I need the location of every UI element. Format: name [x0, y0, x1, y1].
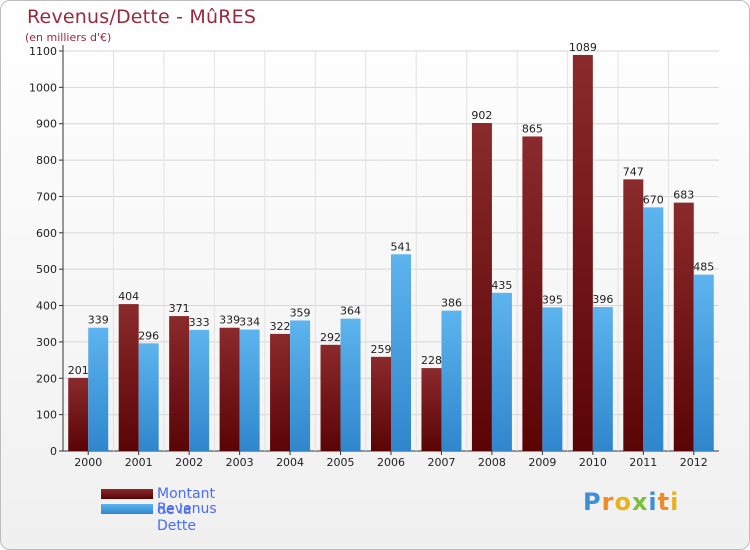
y-tick-label: 900: [36, 118, 57, 131]
bar-dette: [118, 304, 139, 451]
y-tick-label: 200: [36, 372, 57, 385]
x-tick-label: 2002: [175, 456, 203, 469]
bar-dette: [219, 327, 240, 451]
bar-revenus: [542, 307, 563, 451]
bar-dette: [673, 202, 694, 451]
data-label-dette: 259: [371, 343, 392, 356]
data-label-dette: 371: [169, 302, 190, 315]
legend-label-debt: Montant de la Dette: [157, 486, 215, 534]
y-tick-label: 1100: [29, 45, 57, 58]
bar-dette: [522, 136, 543, 452]
data-label-dette: 747: [623, 165, 644, 178]
legend-swatch-revenus: [101, 504, 153, 514]
bar-revenus: [138, 343, 159, 451]
bar-revenus: [239, 329, 260, 451]
bar-revenus: [491, 292, 512, 451]
logo-letter: t: [657, 488, 671, 516]
x-tick-label: 2004: [276, 456, 304, 469]
bar-revenus: [441, 310, 462, 451]
bar-revenus: [340, 318, 361, 451]
data-label-revenus: 670: [643, 193, 664, 206]
data-label-dette: 339: [219, 314, 240, 327]
y-tick-label: 800: [36, 154, 57, 167]
data-label-revenus: 333: [189, 316, 210, 329]
data-label-dette: 292: [320, 331, 341, 344]
bar-revenus: [592, 307, 613, 451]
bar-revenus: [290, 320, 311, 451]
y-tick-label: 0: [50, 445, 57, 458]
logo-letter: i: [670, 488, 680, 516]
bar-dette: [471, 123, 492, 451]
x-tick-label: 2010: [579, 456, 607, 469]
x-tick-label: 2000: [74, 456, 102, 469]
data-label-revenus: 435: [491, 279, 512, 292]
data-label-dette: 1089: [569, 41, 597, 54]
x-tick-label: 2011: [629, 456, 657, 469]
bars: [68, 55, 714, 452]
labels: 0 100 200 300 400 500 600 700 800 900 1000 1100 2000…: [29, 41, 714, 469]
data-label-revenus: 359: [290, 306, 311, 319]
data-label-revenus: 339: [88, 314, 109, 327]
bar-dette: [371, 356, 391, 451]
y-tick-label: 300: [36, 336, 57, 349]
bar-dette: [169, 316, 190, 451]
logo-letter: o: [614, 488, 632, 516]
bar-dette: [421, 368, 442, 451]
legend-label-revenus: Revenus: [157, 501, 217, 517]
legend-swatch-debt: [101, 489, 153, 499]
data-label-revenus: 396: [592, 293, 613, 306]
data-label-revenus: 395: [542, 293, 563, 306]
data-label-dette: 404: [118, 290, 139, 303]
data-label-revenus: 541: [391, 240, 412, 253]
bar-revenus: [189, 329, 210, 451]
x-tick-label: 2006: [377, 456, 405, 469]
bar-dette: [623, 179, 644, 451]
x-tick-label: 2003: [226, 456, 254, 469]
chart-title: Revenus/Dette - MûRES: [27, 6, 257, 28]
x-tick-label: 2008: [478, 456, 506, 469]
data-label-dette: 201: [68, 364, 89, 377]
logo-letter: P: [583, 488, 602, 516]
data-label-revenus: 386: [441, 297, 462, 310]
x-tick-label: 2001: [125, 456, 153, 469]
y-tick-label: 600: [36, 227, 57, 240]
y-tick-label: 500: [36, 263, 57, 276]
x-tick-label: 2012: [680, 456, 708, 469]
y-tick-label: 1000: [29, 81, 57, 94]
bar-dette: [270, 333, 291, 451]
data-label-revenus: 364: [340, 305, 361, 318]
bar-dette: [320, 344, 341, 451]
x-tick-label: 2007: [427, 456, 455, 469]
bar-revenus: [391, 254, 411, 451]
data-label-dette: 865: [522, 122, 543, 135]
data-label-dette: 902: [471, 109, 492, 122]
logo-letter: x: [631, 488, 649, 516]
logo-letter: i: [648, 488, 658, 516]
x-tick-label: 2005: [327, 456, 355, 469]
bar-dette: [572, 55, 593, 451]
data-label-revenus: 485: [693, 261, 714, 274]
data-label-revenus: 334: [239, 316, 260, 329]
chart-subtitle: (en milliers d'€): [25, 31, 112, 44]
logo-letter: r: [601, 488, 615, 516]
bar-chart: 0 100 200 300 400 500 600 700 800 900 1000 1100 2000…: [29, 41, 719, 469]
data-label-dette: 683: [673, 189, 694, 202]
data-label-revenus: 296: [138, 329, 159, 342]
bar-revenus: [693, 274, 714, 451]
y-tick-label: 400: [36, 300, 57, 313]
x-tick-label: 2009: [528, 456, 556, 469]
proxiti-logo: Proxiti: [583, 488, 679, 516]
data-label-dette: 322: [270, 320, 291, 333]
bar-revenus: [88, 327, 109, 451]
data-label-dette: 228: [421, 354, 442, 367]
bar-dette: [68, 377, 89, 451]
bar-revenus: [643, 207, 664, 451]
y-tick-label: 100: [36, 409, 57, 422]
y-tick-label: 700: [36, 190, 57, 203]
